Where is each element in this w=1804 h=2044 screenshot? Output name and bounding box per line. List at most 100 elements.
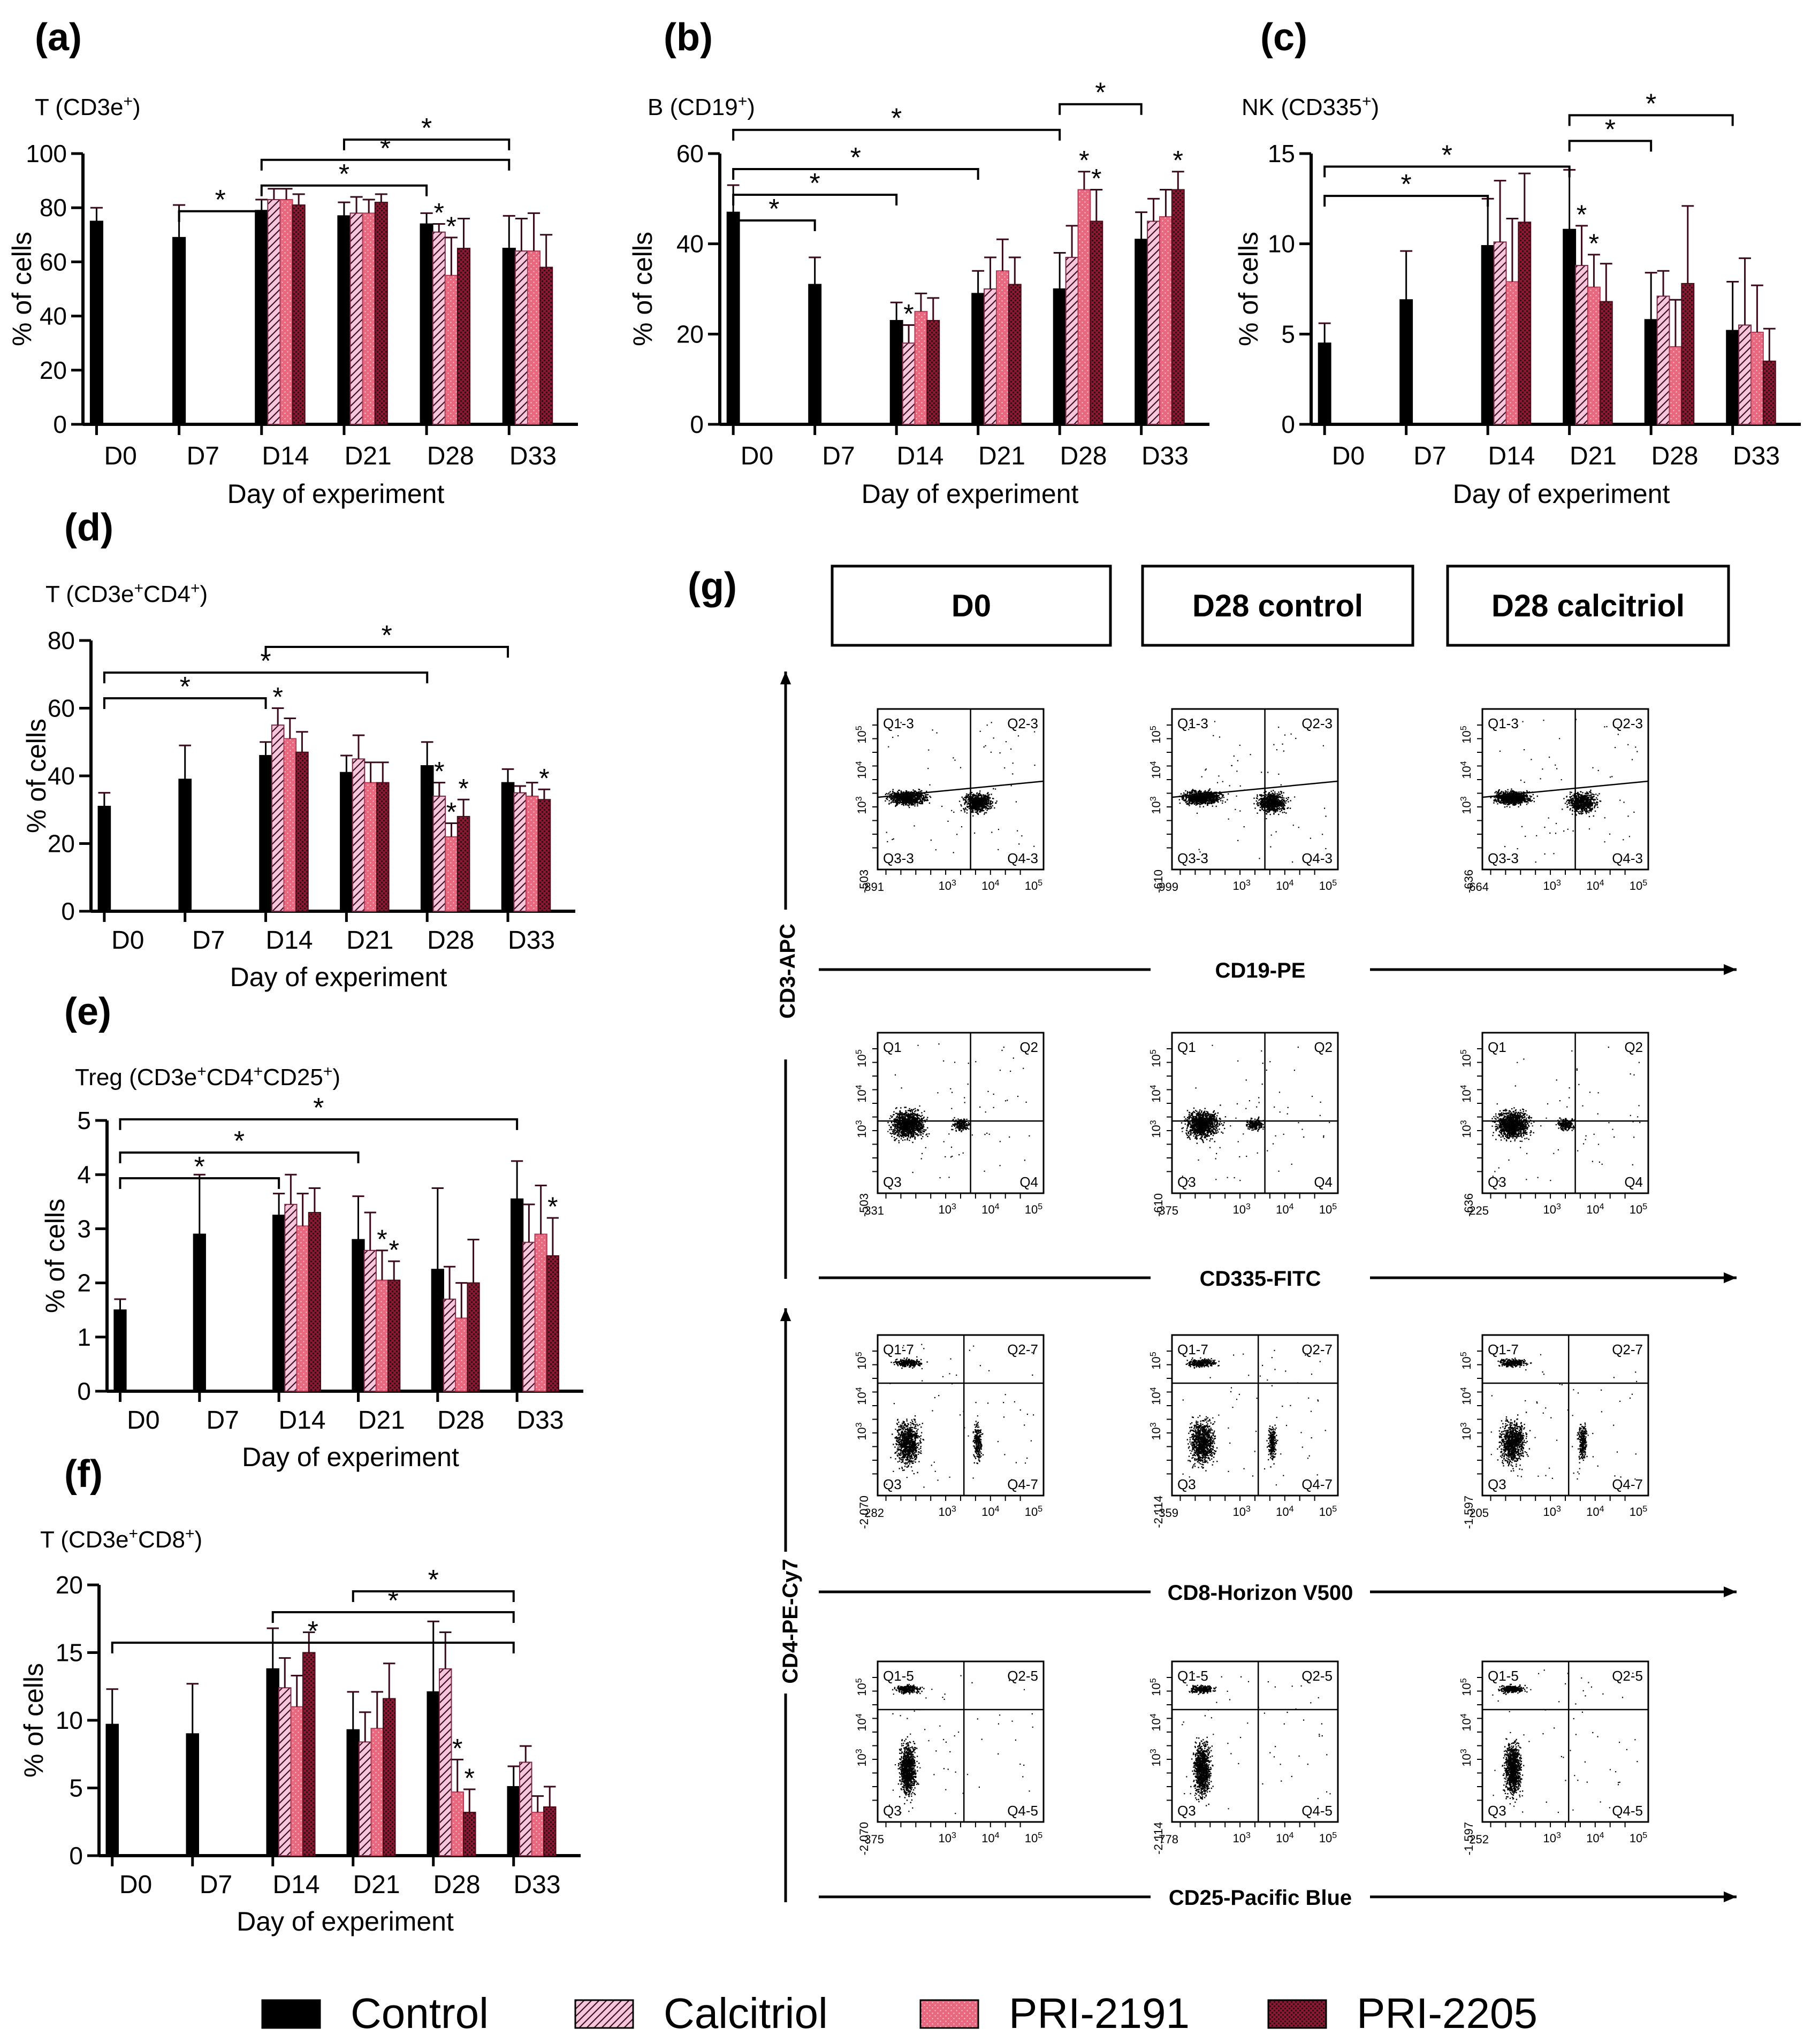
x-tick-label: D14: [262, 442, 309, 470]
y-tick-label: 80: [40, 194, 67, 222]
y-decade-label: 103: [1459, 796, 1474, 814]
exponent: 3: [1459, 1422, 1468, 1427]
quadrant-label: Q1-7: [883, 1341, 914, 1357]
bar-control-d33: [1135, 239, 1148, 425]
chart-title-a: T (CD3e+): [35, 93, 141, 121]
event-dots: [885, 722, 1036, 860]
base: 10: [855, 801, 869, 814]
exponent: 3: [1149, 1749, 1158, 1753]
y-decade-label: 103: [1149, 1422, 1163, 1440]
significance-star: *: [465, 1763, 475, 1793]
y-tick-label: 20: [676, 320, 704, 348]
bar-control-d33: [511, 1198, 524, 1392]
x-tick-label: D28: [427, 442, 474, 470]
y-decade-label: 103: [855, 1120, 869, 1138]
x-decade-label: 103: [1233, 1202, 1251, 1217]
x-tick-label: D7: [822, 442, 855, 470]
base: 10: [981, 1832, 994, 1845]
bar-calcitriol-d33: [522, 1241, 536, 1392]
y-tick-label: 100: [26, 140, 67, 167]
legend-label: Control: [351, 1989, 489, 2037]
y-decade-label: 103: [1149, 1120, 1163, 1138]
quadrant-label: Q1-3: [1177, 715, 1208, 731]
x-decade-label: 103: [1233, 879, 1251, 893]
exponent: 4: [995, 879, 1000, 888]
bar-pri-2191-d21: [375, 1279, 389, 1392]
exponent: 5: [1038, 1831, 1042, 1840]
x-tick-label: D14: [278, 1406, 325, 1435]
quadrant-label: Q2-5: [1612, 1668, 1643, 1684]
x-tick-label: D28: [1651, 442, 1698, 470]
quadrant-label: Q4-5: [1007, 1803, 1038, 1819]
quadrant-line: [877, 780, 1044, 798]
y-decade-label: 103: [1459, 1749, 1474, 1766]
exponent: 3: [1556, 1831, 1561, 1840]
x-decade-label: 105: [1630, 879, 1647, 893]
bar-control-d28: [431, 1269, 444, 1392]
quadrant-label: Q4: [1624, 1174, 1643, 1190]
bar-calcitriol-d33: [519, 1761, 532, 1856]
exponent: 5: [1642, 1202, 1647, 1211]
significance-star: *: [215, 185, 226, 216]
significance-star: *: [1401, 169, 1412, 200]
exponent: 5: [1459, 1049, 1468, 1054]
significance-star: *: [891, 103, 902, 134]
x-min-label: -375: [861, 1833, 884, 1846]
x-tick-label: D21: [1570, 442, 1617, 470]
plot-frame: [1171, 1032, 1339, 1194]
base: 10: [855, 766, 869, 779]
significance-star: *: [1095, 78, 1106, 109]
legend-label: PRI-2205: [1357, 1989, 1537, 2037]
bar-pri-2191-d28: [455, 1317, 468, 1392]
quadrant-label: Q3-3: [1177, 850, 1208, 866]
title-part: T (CD3e: [35, 94, 123, 120]
plot-frame: [1481, 1032, 1649, 1194]
exponent: 3: [1556, 1202, 1561, 1211]
quadrant-label: Q1: [883, 1039, 902, 1055]
panel-letter-f: (f): [64, 1453, 103, 1496]
significance-bracket: [119, 1151, 360, 1163]
flow-row-1: Q1-3 Q2-3Q3-3 Q4-3-503-891 1031031041041051…: [855, 708, 1649, 894]
significance-bracket: [103, 672, 429, 683]
y-decade-label: 105: [855, 1678, 869, 1696]
bar-control-d21: [971, 293, 985, 425]
chart-title-b: B (CD19+): [648, 93, 755, 121]
bar-pri-2191-d28: [445, 836, 458, 912]
exponent: 3: [1459, 796, 1468, 801]
panel-letter-c: (c): [1260, 16, 1307, 59]
title-part: B (CD19: [648, 94, 738, 120]
x-decade-label: 104: [1276, 879, 1293, 893]
x-tick-label: D28: [437, 1406, 484, 1435]
x-decade-label: 103: [1233, 1831, 1251, 1845]
exponent: 5: [855, 1049, 864, 1054]
exponent: 5: [1149, 1352, 1158, 1356]
y-decade-label: 104: [1459, 761, 1474, 779]
exponent: 4: [995, 1505, 1000, 1514]
x-min-label: -252: [1465, 1833, 1489, 1846]
exponent: 5: [1038, 879, 1042, 888]
event-dots: [1490, 1347, 1638, 1480]
y-tick-label: 0: [690, 410, 704, 438]
bar-calcitriol-d14: [271, 724, 285, 912]
x-decade-label: 104: [981, 879, 999, 893]
quadrant-label: Q2-7: [1301, 1341, 1333, 1357]
bar-pri-2205-d14: [295, 751, 309, 912]
y-tick-label: 60: [676, 140, 704, 167]
quadrant-label: Q3: [1177, 1803, 1196, 1819]
x-min-label: -999: [1155, 880, 1178, 894]
x-decade-label: 103: [1543, 1831, 1561, 1845]
significance-bracket: [271, 1611, 515, 1623]
legend-label: Calcitriol: [664, 1989, 828, 2037]
x-tick-label: D33: [509, 442, 557, 470]
x-axis-arrow-head: [1724, 1586, 1737, 1598]
quadrant-label: Q3: [1177, 1174, 1196, 1190]
exponent: 5: [855, 1678, 864, 1683]
x-tick-label: D28: [433, 1871, 480, 1899]
base: 10: [855, 1683, 869, 1696]
panel-letter-b: (b): [664, 16, 713, 59]
exponent: 5: [1459, 1678, 1468, 1683]
title-part: T (CD3e: [40, 1527, 128, 1553]
exponent: 3: [855, 1120, 864, 1125]
